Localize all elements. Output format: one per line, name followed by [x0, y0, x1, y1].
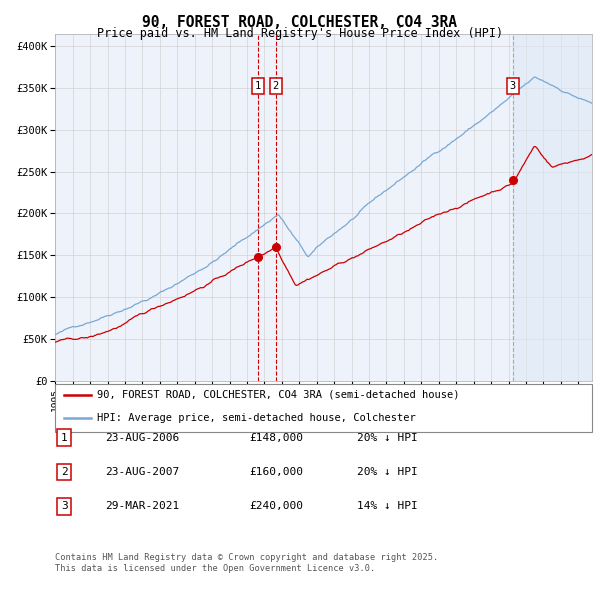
Text: 1: 1 [61, 433, 68, 442]
Text: 20% ↓ HPI: 20% ↓ HPI [357, 467, 418, 477]
Text: 20% ↓ HPI: 20% ↓ HPI [357, 433, 418, 442]
Text: Contains HM Land Registry data © Crown copyright and database right 2025.
This d: Contains HM Land Registry data © Crown c… [55, 553, 439, 573]
Text: Price paid vs. HM Land Registry's House Price Index (HPI): Price paid vs. HM Land Registry's House … [97, 27, 503, 40]
Text: 23-AUG-2006: 23-AUG-2006 [105, 433, 179, 442]
Text: 2: 2 [272, 81, 279, 91]
Text: 1: 1 [255, 81, 261, 91]
Text: 3: 3 [509, 81, 516, 91]
Text: 2: 2 [61, 467, 68, 477]
Text: £160,000: £160,000 [249, 467, 303, 477]
Text: £240,000: £240,000 [249, 502, 303, 511]
Text: 90, FOREST ROAD, COLCHESTER, CO4 3RA: 90, FOREST ROAD, COLCHESTER, CO4 3RA [143, 15, 458, 30]
Text: 3: 3 [61, 502, 68, 511]
Text: 23-AUG-2007: 23-AUG-2007 [105, 467, 179, 477]
Text: 29-MAR-2021: 29-MAR-2021 [105, 502, 179, 511]
Text: 90, FOREST ROAD, COLCHESTER, CO4 3RA (semi-detached house): 90, FOREST ROAD, COLCHESTER, CO4 3RA (se… [97, 390, 460, 399]
Text: HPI: Average price, semi-detached house, Colchester: HPI: Average price, semi-detached house,… [97, 414, 416, 423]
Bar [512, 34, 592, 381]
Text: £148,000: £148,000 [249, 433, 303, 442]
Text: 14% ↓ HPI: 14% ↓ HPI [357, 502, 418, 511]
